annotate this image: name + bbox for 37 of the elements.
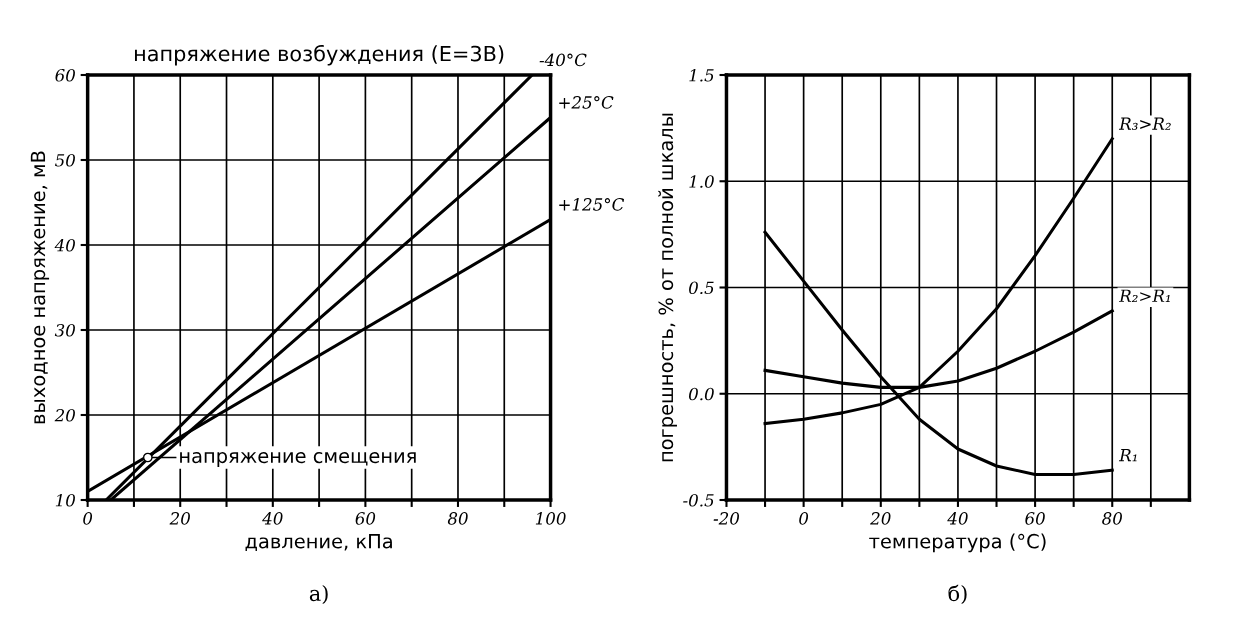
x-axis-title: давление, кПа — [245, 534, 392, 551]
chart-title: напряжение возбуждения (E=3В) — [135, 44, 504, 66]
x-tick-label: 20 — [870, 512, 891, 525]
y-axis-title: выходное напряжение, мВ — [30, 151, 50, 424]
annotation: напряжение смещения — [180, 451, 416, 467]
x-tick-label: 0 — [83, 512, 93, 525]
x-tick-label: 20 — [169, 512, 190, 525]
series-label: R₁ — [1118, 449, 1137, 462]
y-tick-label: 60 — [55, 68, 75, 82]
y-tick-label: 1.0 — [689, 175, 714, 188]
x-tick-label: 0 — [799, 512, 809, 525]
text: а) — [309, 585, 328, 605]
series-label: R₂>R₁ — [1118, 289, 1170, 302]
series-label: +25°C — [559, 96, 614, 109]
series-label: R₃>R₂ — [1118, 117, 1171, 130]
x-tick-label: 60 — [1025, 512, 1045, 525]
y-tick-label: -0.5 — [683, 493, 714, 507]
y-tick-label: 0.0 — [689, 387, 714, 401]
y-tick-label: 1.5 — [689, 68, 714, 82]
y-tick-label: 40 — [54, 238, 75, 252]
x-tick-label: 80 — [1102, 512, 1122, 525]
text: б) — [948, 584, 967, 605]
x-axis-title: температура (°C) — [869, 533, 1046, 553]
series-label: +125°C — [559, 198, 625, 211]
y-axis-title: погрешность, % от полной шкалы — [658, 113, 677, 462]
x-tick-label: 40 — [262, 512, 283, 525]
y-tick-label: 20 — [54, 408, 75, 422]
x-tick-label: 100 — [535, 512, 566, 525]
y-tick-label: 30 — [54, 323, 75, 337]
x-tick-label: -20 — [713, 512, 740, 525]
x-tick-label: 60 — [355, 512, 376, 525]
y-tick-label: 0.5 — [689, 281, 714, 295]
x-tick-label: 40 — [947, 512, 968, 525]
series-label: -40°C — [539, 53, 587, 67]
y-tick-label: 10 — [55, 493, 75, 507]
y-tick-label: 50 — [55, 153, 75, 167]
x-tick-label: 80 — [447, 512, 468, 525]
